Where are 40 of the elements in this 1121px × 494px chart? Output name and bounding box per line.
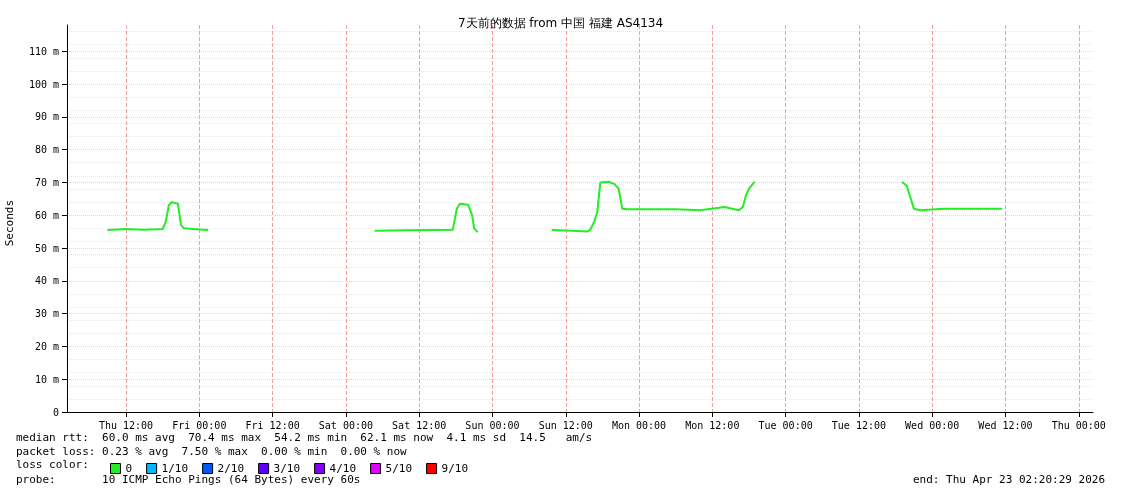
x-tick-label: Sun 00:00: [465, 419, 520, 431]
legend-label: 5/10: [385, 462, 413, 475]
text: end: Thu Apr 23 02:20:29 2026: [912, 473, 1106, 486]
x-tick-label: Wed 12:00: [978, 419, 1033, 431]
x-tick-label: Thu 12:00: [98, 419, 154, 431]
x-tick-label: Sun 12:00: [538, 419, 593, 431]
text: probe: 10 ICMP Echo Pings (64 Bytes) every 60s: [16, 473, 361, 486]
x-tick-label: Sat 12:00: [392, 419, 447, 431]
legend-label: 4/10: [329, 462, 357, 475]
y-tick-label: 110 m: [28, 45, 59, 57]
y-tick-label: 70 m: [34, 176, 59, 188]
y-tick-label: 10 m: [34, 373, 59, 385]
x-tick-label: Thu 00:00: [1051, 419, 1106, 431]
x-tick-label: Fri 12:00: [245, 419, 300, 431]
legend-label: 1/10: [161, 462, 189, 475]
x-tick-label: Fri 00:00: [172, 419, 227, 431]
y-tick-label: 0: [52, 406, 59, 418]
x-tick-label: Tue 00:00: [758, 419, 813, 431]
y-axis-title: Seconds: [3, 200, 16, 247]
text: packet loss: 0.23 % avg 7.50 % max 0.00 % min 0.00 % now: [16, 445, 408, 458]
y-tick-label: 100 m: [28, 78, 59, 90]
y-tick-label: 40 m: [34, 275, 59, 287]
y-tick-label: 30 m: [34, 308, 59, 320]
x-tick-label: Tue 12:00: [831, 419, 886, 431]
chart-title: 7天前的数据 from 中国 福建 AS4134: [457, 16, 664, 30]
legend-label: 0: [125, 462, 133, 475]
legend-label: 3/10: [273, 462, 301, 475]
x-tick-label: Mon 00:00: [611, 419, 667, 431]
y-tick-label: 80 m: [34, 144, 59, 156]
y-tick-label: 20 m: [34, 340, 59, 352]
x-tick-label: Sat 00:00: [318, 419, 373, 431]
y-tick-label: 60 m: [34, 209, 59, 221]
text: median rtt: 60.0 ms avg 70.4 ms max 54.2 ms min 62.1 ms now 4.1 ms sd 14.5 am/s: [16, 431, 593, 444]
legend-title: loss color:: [16, 458, 89, 471]
y-tick-label: 50 m: [34, 242, 59, 254]
x-tick-label: Mon 12:00: [685, 419, 740, 431]
x-tick-label: Wed 00:00: [905, 419, 960, 431]
legend-label: 9/10: [441, 462, 469, 475]
y-tick-label: 90 m: [34, 111, 59, 123]
legend-label: 2/10: [217, 462, 245, 475]
